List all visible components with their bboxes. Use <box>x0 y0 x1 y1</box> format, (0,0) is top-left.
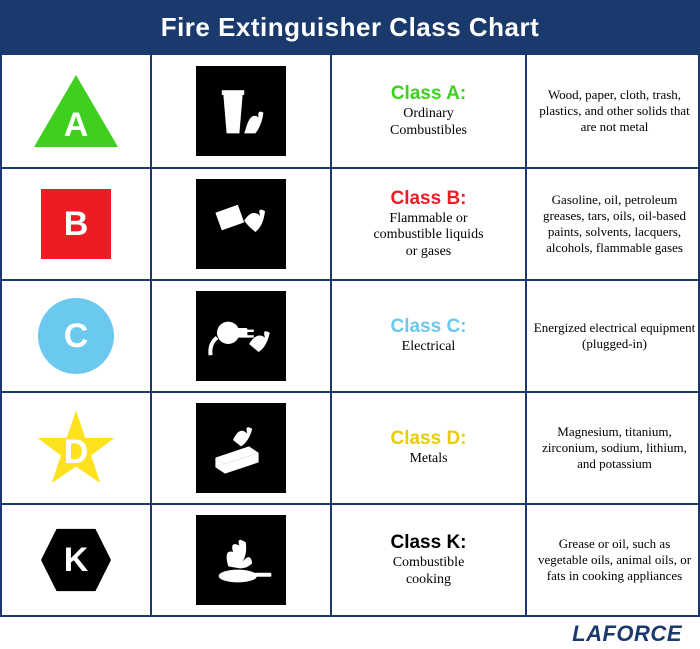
class-title: Class A: <box>391 83 466 105</box>
description-cell: Energized electrical equipment (plugged-… <box>527 281 700 391</box>
description-cell: Grease or oil, such as vegetable oils, a… <box>527 505 700 615</box>
symbol-cell: C <box>2 281 152 391</box>
pan-icon <box>196 515 286 605</box>
beam-icon <box>196 403 286 493</box>
class-label-cell: Class D:Metals <box>332 393 527 503</box>
class-subtitle: Metals <box>409 451 447 467</box>
pictogram-cell <box>152 169 332 279</box>
class-label-cell: Class B:Flammable orcombustible liquidso… <box>332 169 527 279</box>
table-row: KClass K:CombustiblecookingGrease or oil… <box>2 503 698 615</box>
description-cell: Gasoline, oil, petroleum greases, tars, … <box>527 169 700 279</box>
description-cell: Wood, paper, cloth, trash, plastics, and… <box>527 55 700 167</box>
can-icon <box>196 179 286 269</box>
class-letter: B <box>64 205 89 244</box>
description-cell: Magnesium, titanium, zirconium, sodium, … <box>527 393 700 503</box>
chart-title: Fire Extinguisher Class Chart <box>2 2 698 55</box>
class-letter: C <box>64 317 89 356</box>
pictogram-cell <box>152 55 332 167</box>
class-subtitle: Flammable orcombustible liquidsor gases <box>373 211 483 259</box>
pictogram-cell <box>152 505 332 615</box>
class-subtitle: Electrical <box>402 339 456 355</box>
symbol-cell: A <box>2 55 152 167</box>
class-label-cell: Class A:OrdinaryCombustibles <box>332 55 527 167</box>
class-subtitle: Combustiblecooking <box>393 555 465 587</box>
table-row: AClass A:OrdinaryCombustiblesWood, paper… <box>2 55 698 167</box>
pictogram-cell <box>152 281 332 391</box>
class-title: Class D: <box>390 428 466 450</box>
symbol-cell: K <box>2 505 152 615</box>
chart-body: AClass A:OrdinaryCombustiblesWood, paper… <box>2 55 698 615</box>
fire-class-chart: Fire Extinguisher Class Chart A Class A:O… <box>0 0 700 617</box>
trash-icon <box>196 66 286 156</box>
class-letter: D <box>64 433 89 472</box>
table-row: CClass C:ElectricalEnergized electrical … <box>2 279 698 391</box>
plug-icon <box>196 291 286 381</box>
class-title: Class B: <box>390 188 466 210</box>
symbol-cell: B <box>2 169 152 279</box>
table-row: B Class B:Flammable orcombustible liquids… <box>2 167 698 279</box>
symbol-cell: D <box>2 393 152 503</box>
class-title: Class C: <box>390 316 466 338</box>
class-letter: K <box>64 541 89 580</box>
class-label-cell: Class C:Electrical <box>332 281 527 391</box>
class-title: Class K: <box>390 532 466 554</box>
class-label-cell: Class K:Combustiblecooking <box>332 505 527 615</box>
class-letter: A <box>64 106 89 145</box>
brand-footer: LAFORCE <box>0 617 700 649</box>
table-row: DClass D:MetalsMagnesium, titanium, zirc… <box>2 391 698 503</box>
pictogram-cell <box>152 393 332 503</box>
class-subtitle: OrdinaryCombustibles <box>390 106 467 138</box>
